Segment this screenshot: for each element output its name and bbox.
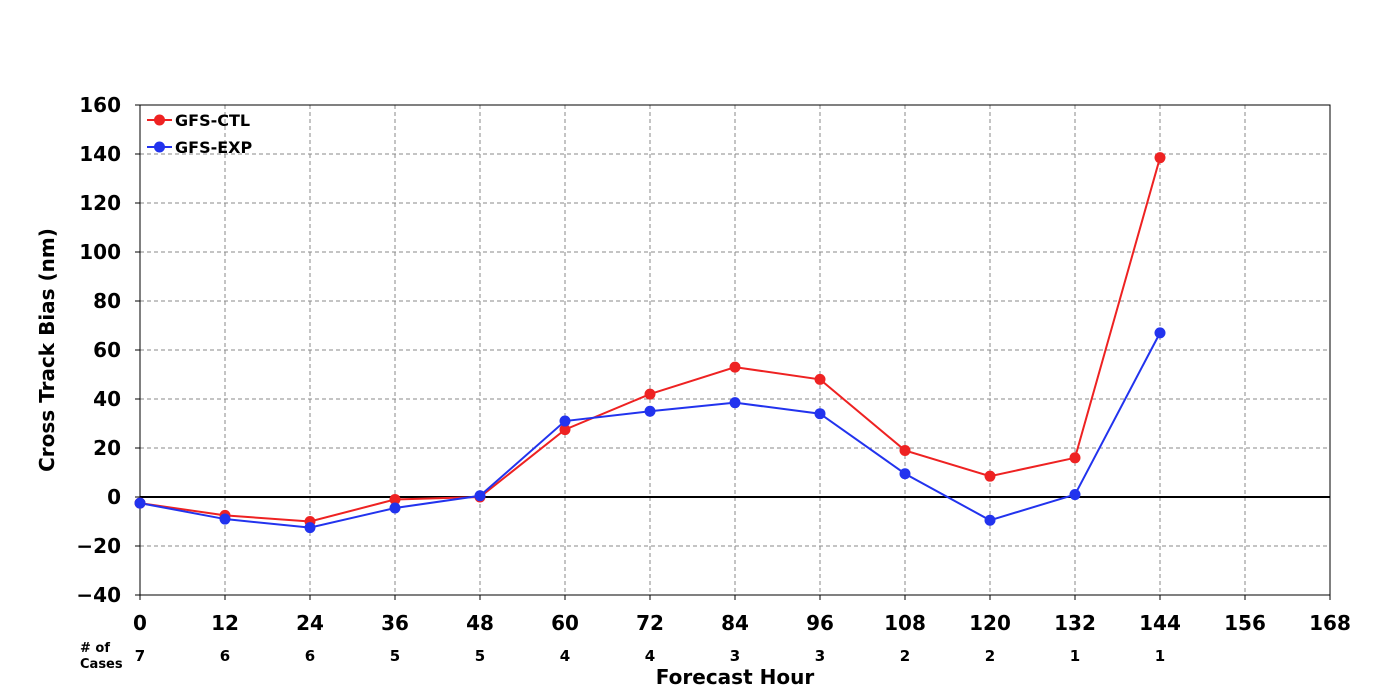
data-point-gfs-ctl bbox=[814, 373, 826, 385]
data-point-gfs-exp bbox=[899, 468, 911, 480]
case-count: 2 bbox=[900, 647, 910, 665]
case-count: 1 bbox=[1155, 647, 1165, 665]
x-tick-label: 36 bbox=[381, 611, 409, 635]
y-tick-label: −20 bbox=[76, 534, 121, 558]
cases-head-line-1: # of bbox=[80, 641, 110, 656]
legend-marker-gfs-exp bbox=[154, 141, 165, 153]
x-tick-label: 132 bbox=[1054, 611, 1096, 635]
data-point-gfs-exp bbox=[644, 405, 656, 417]
y-tick-labels: 160 140 120 100 80 60 40 20 0 −20 −40 bbox=[76, 93, 140, 607]
data-point-gfs-ctl bbox=[1069, 452, 1081, 464]
legend: GFS-CTL GFS-EXP bbox=[147, 111, 252, 157]
data-point-gfs-exp bbox=[304, 522, 316, 534]
x-tick-label: 156 bbox=[1224, 611, 1266, 635]
x-tick-labels: 0 12 24 36 48 60 72 84 96 108 120 132 144 156 168 bbox=[133, 595, 1351, 635]
case-count: 1 bbox=[1070, 647, 1080, 665]
data-point-gfs-exp bbox=[474, 490, 486, 502]
case-count: 6 bbox=[220, 647, 230, 665]
x-tick-label: 0 bbox=[133, 611, 147, 635]
data-point-gfs-ctl bbox=[559, 424, 571, 436]
case-count: 5 bbox=[390, 647, 400, 665]
data-point-gfs-exp bbox=[219, 513, 231, 525]
data-point-gfs-exp bbox=[559, 415, 571, 427]
y-tick-label: 40 bbox=[93, 387, 121, 411]
data-point-gfs-ctl bbox=[1154, 152, 1166, 164]
x-tick-label: 96 bbox=[806, 611, 834, 635]
data-point-gfs-exp bbox=[134, 497, 146, 509]
data-point-gfs-exp bbox=[1069, 489, 1081, 501]
x-tick-label: 24 bbox=[296, 611, 324, 635]
case-count: 4 bbox=[645, 647, 655, 665]
data-point-gfs-ctl bbox=[644, 388, 656, 400]
y-tick-label: −40 bbox=[76, 583, 121, 607]
case-count: 2 bbox=[985, 647, 995, 665]
x-tick-label: 48 bbox=[466, 611, 494, 635]
x-tick-label: 144 bbox=[1139, 611, 1181, 635]
x-tick-label: 120 bbox=[969, 611, 1011, 635]
x-tick-label: 12 bbox=[211, 611, 239, 635]
x-tick-label: 168 bbox=[1309, 611, 1351, 635]
y-tick-label: 60 bbox=[93, 338, 121, 362]
cases-head-line-2: Cases bbox=[80, 657, 123, 672]
data-point-gfs-exp bbox=[389, 502, 401, 514]
y-tick-label: 120 bbox=[79, 191, 121, 215]
x-axis-title: Forecast Hour bbox=[656, 665, 815, 689]
case-count: 3 bbox=[815, 647, 825, 665]
case-count: 5 bbox=[475, 647, 485, 665]
y-tick-label: 80 bbox=[93, 289, 121, 313]
case-count: 6 bbox=[305, 647, 315, 665]
data-point-gfs-exp bbox=[984, 514, 996, 526]
x-tick-label: 60 bbox=[551, 611, 579, 635]
y-axis-title: Cross Track Bias (nm) bbox=[35, 228, 59, 472]
case-count: 3 bbox=[730, 647, 740, 665]
x-tick-label: 84 bbox=[721, 611, 749, 635]
data-point-gfs-ctl bbox=[899, 444, 911, 456]
case-count: 7 bbox=[135, 647, 145, 665]
data-point-gfs-ctl bbox=[984, 470, 996, 482]
legend-marker-gfs-ctl bbox=[154, 114, 165, 126]
y-tick-label: 160 bbox=[79, 93, 121, 117]
x-tick-label: 108 bbox=[884, 611, 926, 635]
legend-label: GFS-EXP bbox=[175, 138, 252, 157]
data-point-gfs-ctl bbox=[729, 361, 741, 373]
y-tick-label: 140 bbox=[79, 142, 121, 166]
data-point-gfs-exp bbox=[729, 397, 741, 409]
x-tick-label: 72 bbox=[636, 611, 664, 635]
data-point-gfs-ctl bbox=[389, 493, 401, 505]
data-point-gfs-exp bbox=[1154, 327, 1166, 339]
y-tick-label: 0 bbox=[107, 485, 121, 509]
case-count: 4 bbox=[560, 647, 570, 665]
legend-label: GFS-CTL bbox=[175, 111, 250, 130]
y-tick-label: 20 bbox=[93, 436, 121, 460]
cases-row: # of Cases 7 6 6 5 5 4 4 3 3 2 2 1 1 bbox=[80, 641, 1165, 672]
series-layer bbox=[134, 152, 1166, 534]
data-point-gfs-exp bbox=[814, 408, 826, 420]
y-tick-label: 100 bbox=[79, 240, 121, 264]
